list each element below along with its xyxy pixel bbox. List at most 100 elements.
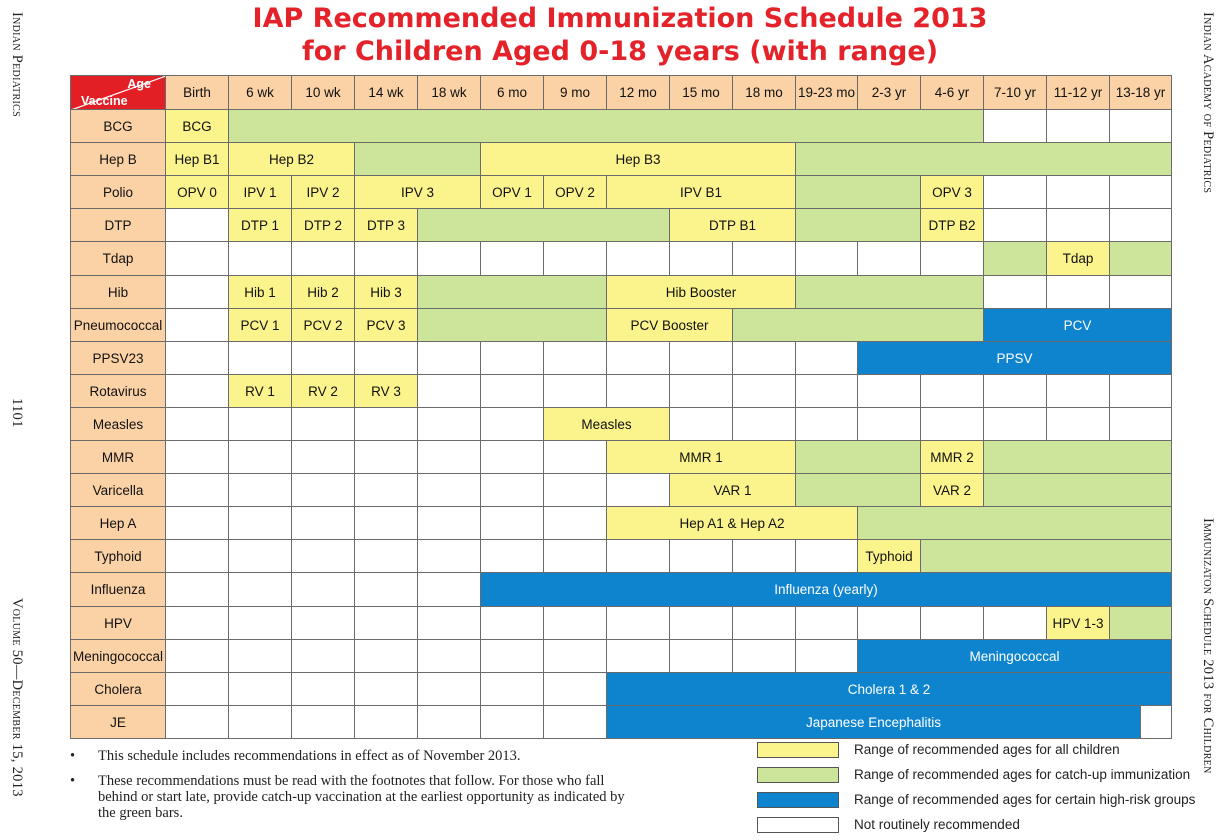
- schedule-cell-empty: [920, 606, 984, 640]
- schedule-bar-pcv-2: PCV 2: [291, 308, 355, 342]
- schedule-bar-opv-0: OPV 0: [165, 175, 229, 209]
- schedule-cell-empty: [417, 473, 481, 507]
- vaccine-label-hpv: HPV: [70, 606, 166, 640]
- age-header-15-mo: 15 mo: [669, 75, 733, 110]
- schedule-cell-empty: [480, 241, 544, 276]
- schedule-cell-empty: [291, 606, 355, 640]
- schedule-cell-empty: [480, 606, 544, 640]
- schedule-bar-pcv: PCV: [983, 308, 1172, 342]
- schedule-cell-empty: [732, 539, 796, 573]
- schedule-bar-dtp-b2: DTP B2: [920, 208, 984, 242]
- schedule-cell-empty: [1109, 109, 1172, 143]
- vaccine-label-rotavirus: Rotavirus: [70, 374, 166, 408]
- schedule-cell-empty: [291, 407, 355, 441]
- schedule-bar-dtp-2: DTP 2: [291, 208, 355, 242]
- schedule-cell-empty: [983, 109, 1047, 143]
- schedule-bar-opv-3: OPV 3: [920, 175, 984, 209]
- schedule-cell-empty: [606, 606, 670, 640]
- header-corner-age-vaccine: Age Vaccine: [70, 75, 166, 110]
- schedule-bar-opv-1: OPV 1: [480, 175, 544, 209]
- schedule-cell-empty: [354, 606, 418, 640]
- schedule-cell-empty: [669, 639, 733, 673]
- note-item: • This schedule includes recommendations …: [70, 748, 521, 764]
- schedule-cell-empty: [795, 241, 858, 276]
- corner-age-label: Age: [127, 77, 151, 91]
- age-header-6-wk: 6 wk: [228, 75, 292, 110]
- schedule-cell-empty: [857, 374, 921, 408]
- schedule-cell-empty: [983, 374, 1047, 408]
- schedule-cell-empty: [606, 539, 670, 573]
- schedule-cell-empty: [606, 241, 670, 276]
- schedule-bar-mmr-1: MMR 1: [606, 440, 796, 474]
- schedule-cell-empty: [983, 275, 1047, 309]
- vaccine-label-ppsv23: PPSV23: [70, 341, 166, 375]
- age-header-18-wk: 18 wk: [417, 75, 481, 110]
- schedule-bar-ipv-2: IPV 2: [291, 175, 355, 209]
- schedule-cell-empty: [543, 440, 607, 474]
- vaccine-label-pneumococcal: Pneumococcal: [70, 308, 166, 342]
- schedule-cell-empty: [291, 440, 355, 474]
- schedule-cell-empty: [543, 639, 607, 673]
- schedule-bar-ipv-b1: IPV B1: [606, 175, 796, 209]
- schedule-cell-empty: [543, 241, 607, 276]
- schedule-cell-empty: [228, 639, 292, 673]
- schedule-cell-empty: [291, 705, 355, 739]
- schedule-cell-empty: [480, 639, 544, 673]
- age-header-13-18-yr: 13-18 yr: [1109, 75, 1172, 110]
- schedule-bar-hib-1: Hib 1: [228, 275, 292, 309]
- schedule-cell-empty: [228, 341, 292, 375]
- schedule-cell-empty: [417, 639, 481, 673]
- age-header-4-6-yr: 4-6 yr: [920, 75, 984, 110]
- schedule-cell-empty: [983, 208, 1047, 242]
- schedule-cell-empty: [417, 374, 481, 408]
- schedule-cell-empty: [417, 705, 481, 739]
- schedule-cell-empty: [417, 606, 481, 640]
- schedule-bar-hep-a1-hep-a2: Hep A1 & Hep A2: [606, 506, 858, 540]
- schedule-bar-rv-1: RV 1: [228, 374, 292, 408]
- schedule-bar-catch-up: [795, 142, 1172, 176]
- schedule-cell-empty: [480, 506, 544, 540]
- schedule-bar-catch-up: [1109, 241, 1172, 276]
- margin-academy-name: Indian Academy of Pediatrics: [1200, 12, 1216, 194]
- schedule-bar-catch-up: [857, 506, 1172, 540]
- schedule-cell-empty: [480, 374, 544, 408]
- schedule-cell-empty: [1109, 374, 1172, 408]
- schedule-cell-empty: [795, 374, 858, 408]
- margin-journal-name: Indian Pediatrics: [9, 12, 25, 117]
- schedule-bar-pcv-booster: PCV Booster: [606, 308, 733, 342]
- schedule-cell-empty: [920, 374, 984, 408]
- schedule-cell-empty: [417, 241, 481, 276]
- legend-swatch-blue: [757, 792, 839, 808]
- vaccine-label-measles: Measles: [70, 407, 166, 441]
- legend-item-high-risk: Range of recommended ages for certain hi…: [757, 792, 1197, 810]
- legend-swatch-green: [757, 767, 839, 783]
- schedule-cell-empty: [417, 440, 481, 474]
- legend-item-all-children: Range of recommended ages for all childr…: [757, 742, 1197, 760]
- schedule-cell-empty: [354, 639, 418, 673]
- schedule-bar-rv-2: RV 2: [291, 374, 355, 408]
- schedule-cell-empty: [354, 572, 418, 607]
- schedule-bar-opv-2: OPV 2: [543, 175, 607, 209]
- schedule-cell-empty: [669, 341, 733, 375]
- schedule-cell-empty: [354, 241, 418, 276]
- schedule-bar-dtp-1: DTP 1: [228, 208, 292, 242]
- age-header-2-3-yr: 2-3 yr: [857, 75, 921, 110]
- schedule-bar-catch-up: [920, 539, 1172, 573]
- schedule-cell-empty: [1109, 175, 1172, 209]
- schedule-bar-catch-up: [795, 473, 921, 507]
- schedule-bar-japanese-encephalitis: Japanese Encephalitis: [606, 705, 1141, 739]
- schedule-cell-empty: [354, 440, 418, 474]
- schedule-bar-dtp-3: DTP 3: [354, 208, 418, 242]
- schedule-cell-empty: [480, 473, 544, 507]
- schedule-cell-empty: [543, 606, 607, 640]
- schedule-cell-empty: [732, 606, 796, 640]
- vaccine-label-varicella: Varicella: [70, 473, 166, 507]
- schedule-cell-empty: [1046, 175, 1110, 209]
- schedule-bar-mmr-2: MMR 2: [920, 440, 984, 474]
- schedule-cell-empty: [732, 374, 796, 408]
- schedule-cell-empty: [795, 407, 858, 441]
- schedule-cell-empty: [543, 506, 607, 540]
- schedule-bar-catch-up: [228, 109, 984, 143]
- schedule-cell-empty: [354, 341, 418, 375]
- schedule-cell-empty: [165, 208, 229, 242]
